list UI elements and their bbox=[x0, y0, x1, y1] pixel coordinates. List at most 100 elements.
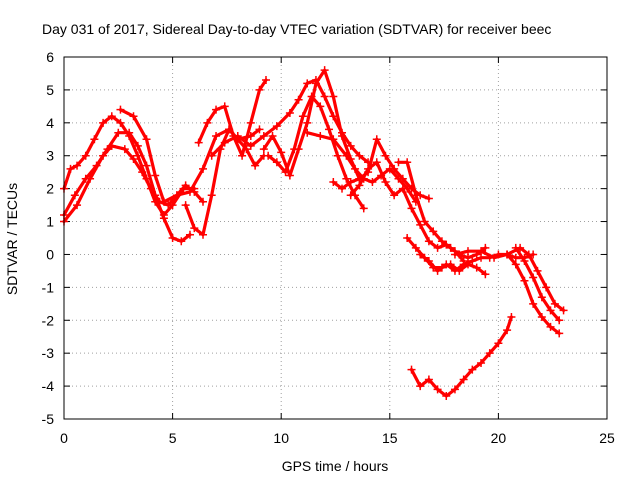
data-point bbox=[151, 171, 160, 180]
data-point bbox=[537, 312, 546, 321]
data-point bbox=[490, 253, 499, 262]
data-point bbox=[290, 145, 299, 154]
data-point bbox=[550, 299, 559, 308]
data-point bbox=[181, 201, 190, 210]
y-tick-label: 4 bbox=[46, 115, 54, 131]
data-point bbox=[203, 118, 212, 127]
data-point bbox=[329, 112, 338, 121]
series-line bbox=[62, 114, 196, 217]
data-point bbox=[524, 250, 533, 259]
data-point bbox=[246, 141, 255, 150]
data-point bbox=[433, 243, 442, 252]
series-18 bbox=[511, 243, 564, 325]
data-point bbox=[494, 339, 503, 348]
data-point bbox=[81, 151, 90, 160]
data-point bbox=[542, 283, 551, 292]
data-point bbox=[442, 391, 451, 400]
data-point bbox=[450, 266, 459, 275]
data-point bbox=[298, 112, 307, 121]
data-point bbox=[272, 158, 281, 167]
y-tick-label: 3 bbox=[46, 148, 54, 164]
data-point bbox=[172, 191, 181, 200]
data-point bbox=[511, 243, 520, 252]
data-point bbox=[546, 322, 555, 331]
y-tick-label: 5 bbox=[46, 82, 54, 98]
data-point bbox=[359, 204, 368, 213]
data-point bbox=[342, 174, 351, 183]
data-point bbox=[66, 164, 75, 173]
data-point bbox=[99, 118, 108, 127]
data-point bbox=[481, 243, 490, 252]
series-13 bbox=[394, 158, 490, 262]
chart-title: Day 031 of 2017, Sidereal Day-to-day VTE… bbox=[42, 21, 551, 37]
data-point bbox=[177, 237, 186, 246]
series-line bbox=[197, 78, 268, 158]
data-point bbox=[138, 168, 147, 177]
data-point bbox=[70, 191, 79, 200]
series-line bbox=[210, 78, 370, 164]
data-point bbox=[555, 329, 564, 338]
data-point bbox=[73, 201, 82, 210]
data-point bbox=[129, 112, 138, 121]
series-2 bbox=[60, 128, 194, 246]
y-tick-label: -4 bbox=[42, 378, 55, 394]
data-point bbox=[403, 158, 412, 167]
y-tick-label: 0 bbox=[46, 246, 54, 262]
data-point bbox=[120, 145, 129, 154]
series-line bbox=[514, 246, 561, 322]
data-point bbox=[320, 66, 329, 75]
data-point bbox=[537, 293, 546, 302]
data-point bbox=[351, 164, 360, 173]
data-point bbox=[303, 79, 312, 88]
data-point bbox=[529, 273, 538, 282]
data-point bbox=[477, 359, 486, 368]
data-point bbox=[246, 118, 255, 127]
data-point bbox=[86, 174, 95, 183]
data-point bbox=[316, 102, 325, 111]
data-point bbox=[190, 224, 199, 233]
series-1 bbox=[60, 112, 199, 219]
data-point bbox=[342, 151, 351, 160]
data-point bbox=[555, 316, 564, 325]
data-point bbox=[424, 257, 433, 266]
data-point bbox=[207, 151, 216, 160]
data-point bbox=[329, 135, 338, 144]
data-point bbox=[329, 178, 338, 187]
data-point bbox=[411, 191, 420, 200]
data-point bbox=[459, 260, 468, 269]
data-point bbox=[407, 204, 416, 213]
data-point bbox=[307, 92, 316, 101]
data-point bbox=[181, 181, 190, 190]
y-axis-label: SDTVAR / TECUs bbox=[4, 183, 20, 295]
data-point bbox=[503, 250, 512, 259]
data-point bbox=[281, 168, 290, 177]
data-point bbox=[251, 161, 260, 170]
y-tick-label: -2 bbox=[42, 312, 55, 328]
x-tick-label: 20 bbox=[491, 430, 507, 446]
data-point bbox=[207, 191, 216, 200]
axis-ticks bbox=[63, 56, 608, 420]
data-point bbox=[433, 266, 442, 275]
data-point bbox=[185, 230, 194, 239]
data-point bbox=[238, 151, 247, 160]
data-point bbox=[294, 95, 303, 104]
data-point bbox=[429, 227, 438, 236]
data-point bbox=[424, 237, 433, 246]
data-point bbox=[220, 102, 229, 111]
data-point bbox=[142, 135, 151, 144]
data-point bbox=[107, 141, 116, 150]
data-point bbox=[472, 263, 481, 272]
series-line bbox=[62, 131, 192, 243]
data-point bbox=[364, 164, 373, 173]
data-point bbox=[285, 108, 294, 117]
x-tick-label: 0 bbox=[60, 430, 68, 446]
data-point bbox=[450, 385, 459, 394]
data-point bbox=[311, 79, 320, 88]
data-point bbox=[416, 382, 425, 391]
series-3 bbox=[60, 141, 208, 226]
data-point bbox=[459, 375, 468, 384]
x-tick-label: 5 bbox=[169, 430, 177, 446]
y-tick-label: -1 bbox=[42, 279, 55, 295]
data-point bbox=[116, 118, 125, 127]
data-point bbox=[390, 164, 399, 173]
